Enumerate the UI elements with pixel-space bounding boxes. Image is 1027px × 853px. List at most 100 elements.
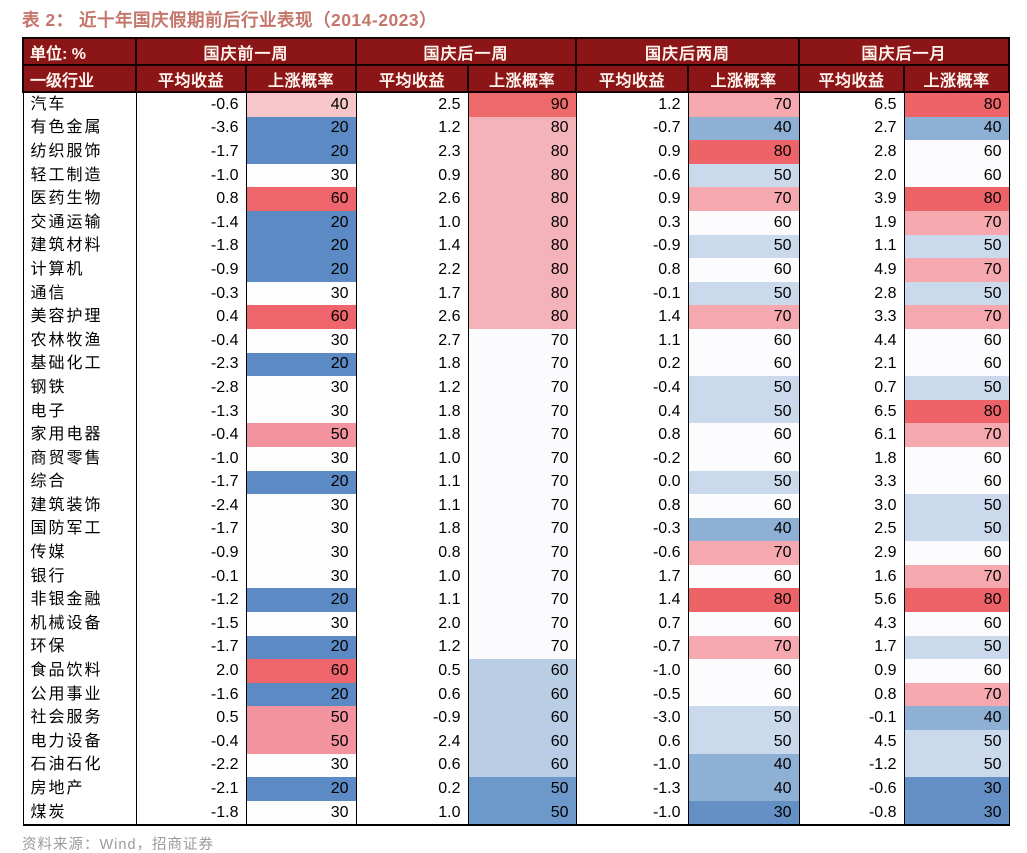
avg-return-cell: 1.6 — [798, 564, 905, 589]
win-rate-cell: 70 — [687, 187, 800, 211]
win-rate-cell: 70 — [467, 588, 577, 613]
win-rate-cell: 20 — [245, 116, 357, 141]
avg-return-cell: 2.4 — [355, 730, 469, 754]
industry-cell: 房地产 — [22, 777, 136, 801]
win-rate-cell: 80 — [467, 163, 577, 188]
win-rate-cell: 30 — [903, 800, 1010, 827]
group-header-post-holiday-week: 国庆后一周 — [355, 37, 578, 66]
industry-cell: 通信 — [22, 281, 136, 306]
win-rate-cell: 50 — [903, 234, 1010, 259]
win-rate-cell: 50 — [467, 800, 577, 827]
avg-return-cell: 1.1 — [798, 234, 905, 259]
industry-performance-table: 单位: % 国庆前一周 国庆后一周 国庆后两周 国庆后一月 一级行业 平均收益 … — [22, 37, 1011, 827]
avg-return-cell: -1.2 — [798, 753, 905, 778]
win-rate-cell: 60 — [467, 659, 577, 683]
win-rate-cell: 50 — [903, 494, 1010, 518]
industry-cell: 美容护理 — [22, 305, 136, 329]
avg-return-cell: -1.7 — [135, 140, 246, 164]
table-row: 家用电器 -0.4 50 1.8 70 0.8 60 6.1 70 — [22, 423, 1010, 447]
avg-return-cell: -0.9 — [355, 706, 469, 731]
avg-return-cell: 0.8 — [798, 682, 905, 707]
win-rate-cell: 70 — [903, 210, 1010, 235]
industry-cell: 银行 — [22, 564, 136, 589]
avg-return-cell: 2.6 — [355, 187, 469, 211]
win-rate-cell: 70 — [467, 399, 577, 424]
win-rate-cell: 50 — [687, 281, 800, 306]
avg-return-cell: -0.4 — [135, 730, 246, 754]
industry-cell: 钢铁 — [22, 376, 136, 400]
avg-return-cell: 3.3 — [798, 470, 905, 495]
table-row: 银行 -0.1 30 1.0 70 1.7 60 1.6 70 — [22, 564, 1010, 589]
avg-return-cell: -2.1 — [135, 777, 246, 801]
industry-cell: 环保 — [22, 635, 136, 660]
avg-return-cell: 3.3 — [798, 305, 905, 329]
avg-return-cell: 1.1 — [355, 494, 469, 518]
win-rate-cell: 50 — [903, 376, 1010, 400]
win-rate-cell: 60 — [687, 210, 800, 235]
avg-return-cell: -1.5 — [135, 612, 246, 636]
avg-return-cell: 0.6 — [575, 730, 689, 754]
industry-cell: 农林牧渔 — [22, 328, 136, 353]
avg-return-cell: -1.0 — [135, 163, 246, 188]
avg-return-cell: 0.3 — [575, 210, 689, 235]
win-rate-cell: 30 — [245, 541, 357, 565]
avg-return-cell: -0.1 — [798, 706, 905, 731]
avg-return-cell: 2.5 — [355, 92, 469, 117]
header-row-subcolumns: 一级行业 平均收益 上涨概率 平均收益 上涨概率 平均收益 上涨概率 平均收益 … — [22, 64, 1011, 93]
industry-cell: 建筑材料 — [22, 234, 136, 259]
win-rate-cell: 20 — [245, 635, 357, 660]
win-rate-cell: 60 — [687, 258, 800, 282]
table-row: 建筑装饰 -2.4 30 1.1 70 0.8 60 3.0 50 — [22, 494, 1010, 518]
win-rate-cell: 50 — [903, 281, 1010, 306]
avg-return-cell: 1.0 — [355, 800, 469, 827]
avg-return-cell: -0.6 — [798, 777, 905, 801]
table-row: 有色金属 -3.6 20 1.2 80 -0.7 40 2.7 40 — [22, 116, 1010, 141]
avg-return-cell: -0.4 — [575, 376, 689, 400]
win-rate-cell: 40 — [687, 517, 800, 542]
industry-cell: 汽车 — [22, 92, 136, 117]
table-row: 国防军工 -1.7 30 1.8 70 -0.3 40 2.5 50 — [22, 517, 1010, 542]
avg-return-cell: 0.8 — [575, 258, 689, 282]
win-rate-cell: 30 — [245, 494, 357, 518]
avg-return-cell: 4.9 — [798, 258, 905, 282]
avg-return-cell: -0.4 — [135, 328, 246, 353]
table-row: 钢铁 -2.8 30 1.2 70 -0.4 50 0.7 50 — [22, 376, 1010, 400]
industry-cell: 传媒 — [22, 541, 136, 565]
industry-cell: 食品饮料 — [22, 659, 136, 683]
avg-return-cell: -0.1 — [575, 281, 689, 306]
win-rate-cell: 60 — [903, 328, 1010, 353]
win-rate-cell: 50 — [687, 470, 800, 495]
win-rate-cell: 60 — [467, 682, 577, 707]
win-rate-cell: 20 — [245, 470, 357, 495]
win-rate-cell: 70 — [467, 423, 577, 447]
industry-cell: 电子 — [22, 399, 136, 424]
avg-return-cell: 2.7 — [798, 116, 905, 141]
avg-return-cell: 2.6 — [355, 305, 469, 329]
win-rate-cell: 50 — [245, 730, 357, 754]
industry-cell: 煤炭 — [22, 800, 136, 827]
avg-return-cell: -0.7 — [575, 116, 689, 141]
win-rate-cell: 70 — [467, 635, 577, 660]
avg-return-cell: -1.4 — [135, 210, 246, 235]
avg-return-cell: -3.0 — [575, 706, 689, 731]
avg-return-cell: 0.7 — [798, 376, 905, 400]
avg-return-cell: 6.5 — [798, 92, 905, 117]
industry-cell: 机械设备 — [22, 612, 136, 636]
avg-return-cell: 3.9 — [798, 187, 905, 211]
table-row: 电力设备 -0.4 50 2.4 60 0.6 50 4.5 50 — [22, 730, 1010, 754]
win-rate-cell: 80 — [467, 258, 577, 282]
industry-cell: 基础化工 — [22, 352, 136, 377]
avg-return-cell: 1.2 — [355, 635, 469, 660]
win-rate-cell: 20 — [245, 140, 357, 164]
avg-return-cell: -2.2 — [135, 753, 246, 778]
win-rate-cell: 70 — [687, 541, 800, 565]
avg-return-header: 平均收益 — [798, 64, 906, 93]
avg-return-cell: 4.4 — [798, 328, 905, 353]
avg-return-cell: 1.2 — [355, 116, 469, 141]
avg-return-cell: 1.0 — [355, 564, 469, 589]
avg-return-cell: 0.8 — [575, 494, 689, 518]
win-rate-cell: 60 — [245, 305, 357, 329]
win-rate-cell: 60 — [687, 682, 800, 707]
avg-return-cell: 0.5 — [355, 659, 469, 683]
avg-return-cell: 2.8 — [798, 281, 905, 306]
